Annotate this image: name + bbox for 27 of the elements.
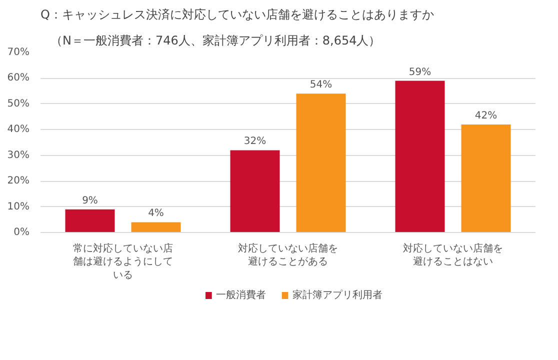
data-label: 42% [474,110,498,122]
legend-label: 家計簿アプリ利用者 [292,289,382,301]
bar [65,209,115,232]
bar [131,222,181,232]
legend-label: 一般消費者 [216,289,266,301]
y-tick-label: 40% [7,124,30,136]
x-tick-label: 対応していない店舗を避けることはない [403,242,503,268]
bar [395,80,445,232]
bar [461,124,511,232]
chart-title: Q：キャッシュレス決済に対応していない店舗を避けることはありますか [40,8,434,22]
y-tick-label: 50% [7,98,30,110]
y-tick-label: 60% [7,72,30,84]
y-tick-label: 30% [7,150,30,161]
y-tick-label: 10% [7,201,30,212]
x-tick-label: 常に対応していない店舗は避けるようにしている [73,242,173,281]
data-label: 59% [408,66,432,78]
data-label: 9% [82,195,98,206]
chart-subtitle: （N＝一般消費者：746人、家計簿アプリ利用者：8,654人） [50,34,381,48]
bar [230,150,280,232]
y-tick-label: 20% [7,176,30,187]
y-tick-label: 70% [7,47,30,58]
x-tick-label: 対応していない店舗を避けることがある [238,242,338,268]
data-label: 4% [148,208,164,220]
bar [296,94,346,232]
data-label: 32% [244,136,266,148]
y-tick-label: 0% [14,227,30,238]
data-label: 54% [310,80,332,91]
